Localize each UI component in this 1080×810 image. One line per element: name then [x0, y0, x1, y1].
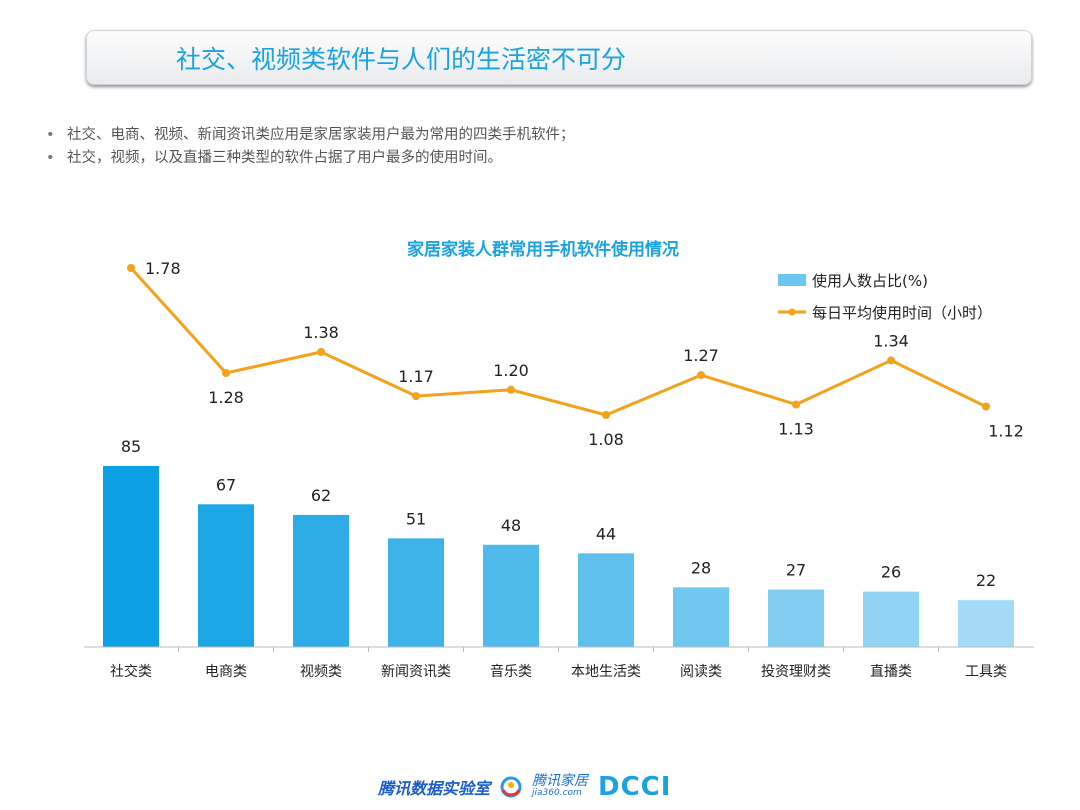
legend-line-marker — [788, 308, 796, 316]
legend: 使用人数占比(%) 每日平均使用时间（小时） — [778, 272, 992, 322]
line-point — [982, 402, 990, 411]
x-tick-label: 阅读类 — [680, 663, 722, 680]
x-tick-label: 工具类 — [965, 664, 1007, 680]
bar-本地生活类 — [578, 553, 634, 647]
x-tick-label: 社交类 — [110, 663, 152, 680]
line-label: 1.20 — [493, 361, 529, 380]
x-tick-label: 直播类 — [870, 663, 912, 680]
bar-新闻资讯类 — [388, 538, 444, 647]
bar-阅读类 — [673, 587, 729, 647]
x-tick-label: 电商类 — [205, 664, 247, 680]
line-series — [129, 266, 987, 417]
bar-工具类 — [958, 600, 1014, 647]
line-label: 1.08 — [588, 430, 624, 449]
line-point — [222, 369, 230, 377]
bar-label: 85 — [121, 437, 141, 456]
bar-音乐类 — [483, 544, 539, 647]
bar-投资理财类 — [768, 589, 824, 647]
title-banner: 社交、视频类软件与人们的生活密不可分 — [86, 30, 1032, 85]
line-label: 1.38 — [303, 323, 339, 342]
chart-title: 家居家装人群常用手机软件使用情况 — [407, 239, 679, 260]
bar-视频类 — [293, 514, 349, 647]
bar-label: 44 — [596, 524, 616, 543]
jia-name: 腾讯家居 — [532, 773, 589, 789]
tencent-data-lab-logo: 腾讯数据实验室 — [378, 779, 491, 798]
line-point — [697, 371, 705, 380]
bar-label: 27 — [786, 560, 806, 579]
bar-label: 48 — [501, 516, 521, 535]
line-point — [127, 264, 135, 272]
legend-bar-label: 使用人数占比(%) — [812, 272, 928, 290]
line-label: 1.13 — [778, 420, 814, 439]
bar-label: 26 — [881, 563, 901, 582]
x-tick-label: 新闻资讯类 — [381, 664, 451, 680]
legend-bar-swatch — [778, 274, 806, 286]
x-tick-label: 音乐类 — [490, 663, 532, 680]
dcci-logo: DCCI — [598, 772, 672, 802]
tencent-jia-logo-icon — [500, 776, 522, 798]
jia-url: jia360.com — [532, 788, 582, 798]
bullet-list: 社交、电商、视频、新闻资讯类应用是家居家装用户最为常用的四类手机软件； 社交，视… — [46, 124, 575, 170]
line-label: 1.28 — [208, 388, 244, 407]
line-point — [412, 392, 420, 401]
legend-line-label: 每日平均使用时间（小时） — [812, 304, 992, 322]
line-label: 1.27 — [683, 346, 719, 365]
bar-label: 67 — [216, 475, 236, 494]
bar-label: 62 — [311, 486, 331, 505]
line-label: 1.12 — [988, 422, 1024, 441]
x-tick-label: 投资理财类 — [761, 664, 831, 680]
line-point — [507, 385, 515, 394]
bar-电商类 — [198, 504, 254, 647]
x-tick-label: 视频类 — [300, 664, 342, 680]
line-point — [602, 411, 610, 419]
footer-logos: 腾讯数据实验室 腾讯家居 jia360.com DCCI — [378, 772, 671, 802]
line-point — [887, 356, 895, 365]
tencent-jia-logo: 腾讯家居 jia360.com — [532, 773, 589, 799]
bullet-item: 社交，视频，以及直播三种类型的软件占据了用户最多的使用时间。 — [46, 147, 575, 170]
bar-直播类 — [863, 591, 919, 647]
line-point — [317, 348, 325, 356]
line-point — [792, 400, 800, 409]
line-label: 1.78 — [145, 259, 181, 278]
bar-label: 22 — [976, 571, 996, 590]
line-label: 1.34 — [873, 331, 909, 350]
page-title: 社交、视频类软件与人们的生活密不可分 — [176, 45, 627, 74]
x-tick-label: 本地生活类 — [571, 664, 641, 680]
bullet-item: 社交、电商、视频、新闻资讯类应用是家居家装用户最为常用的四类手机软件； — [46, 124, 575, 147]
line-label: 1.17 — [398, 367, 434, 386]
bar-社交类 — [103, 465, 159, 647]
bar-label: 51 — [406, 509, 426, 528]
bar-label: 28 — [691, 558, 711, 577]
